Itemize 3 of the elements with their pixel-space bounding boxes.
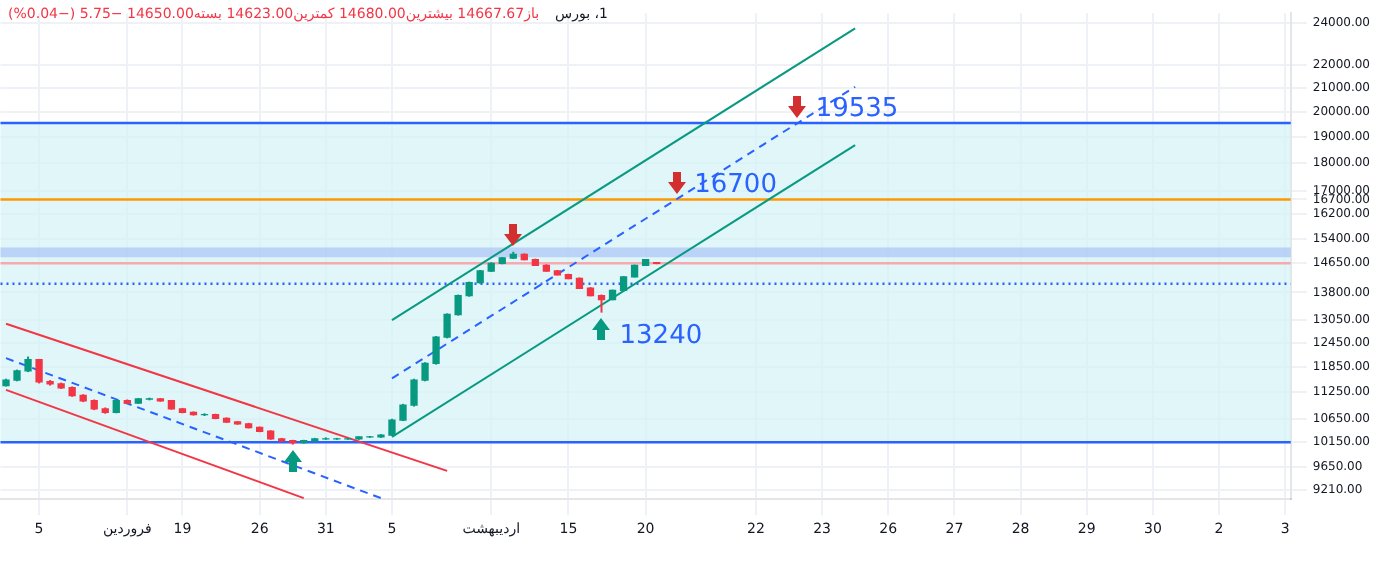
annotation: 19535 — [815, 93, 899, 124]
annotation: 16700 — [694, 170, 777, 201]
annotation: 13240 — [619, 321, 703, 352]
